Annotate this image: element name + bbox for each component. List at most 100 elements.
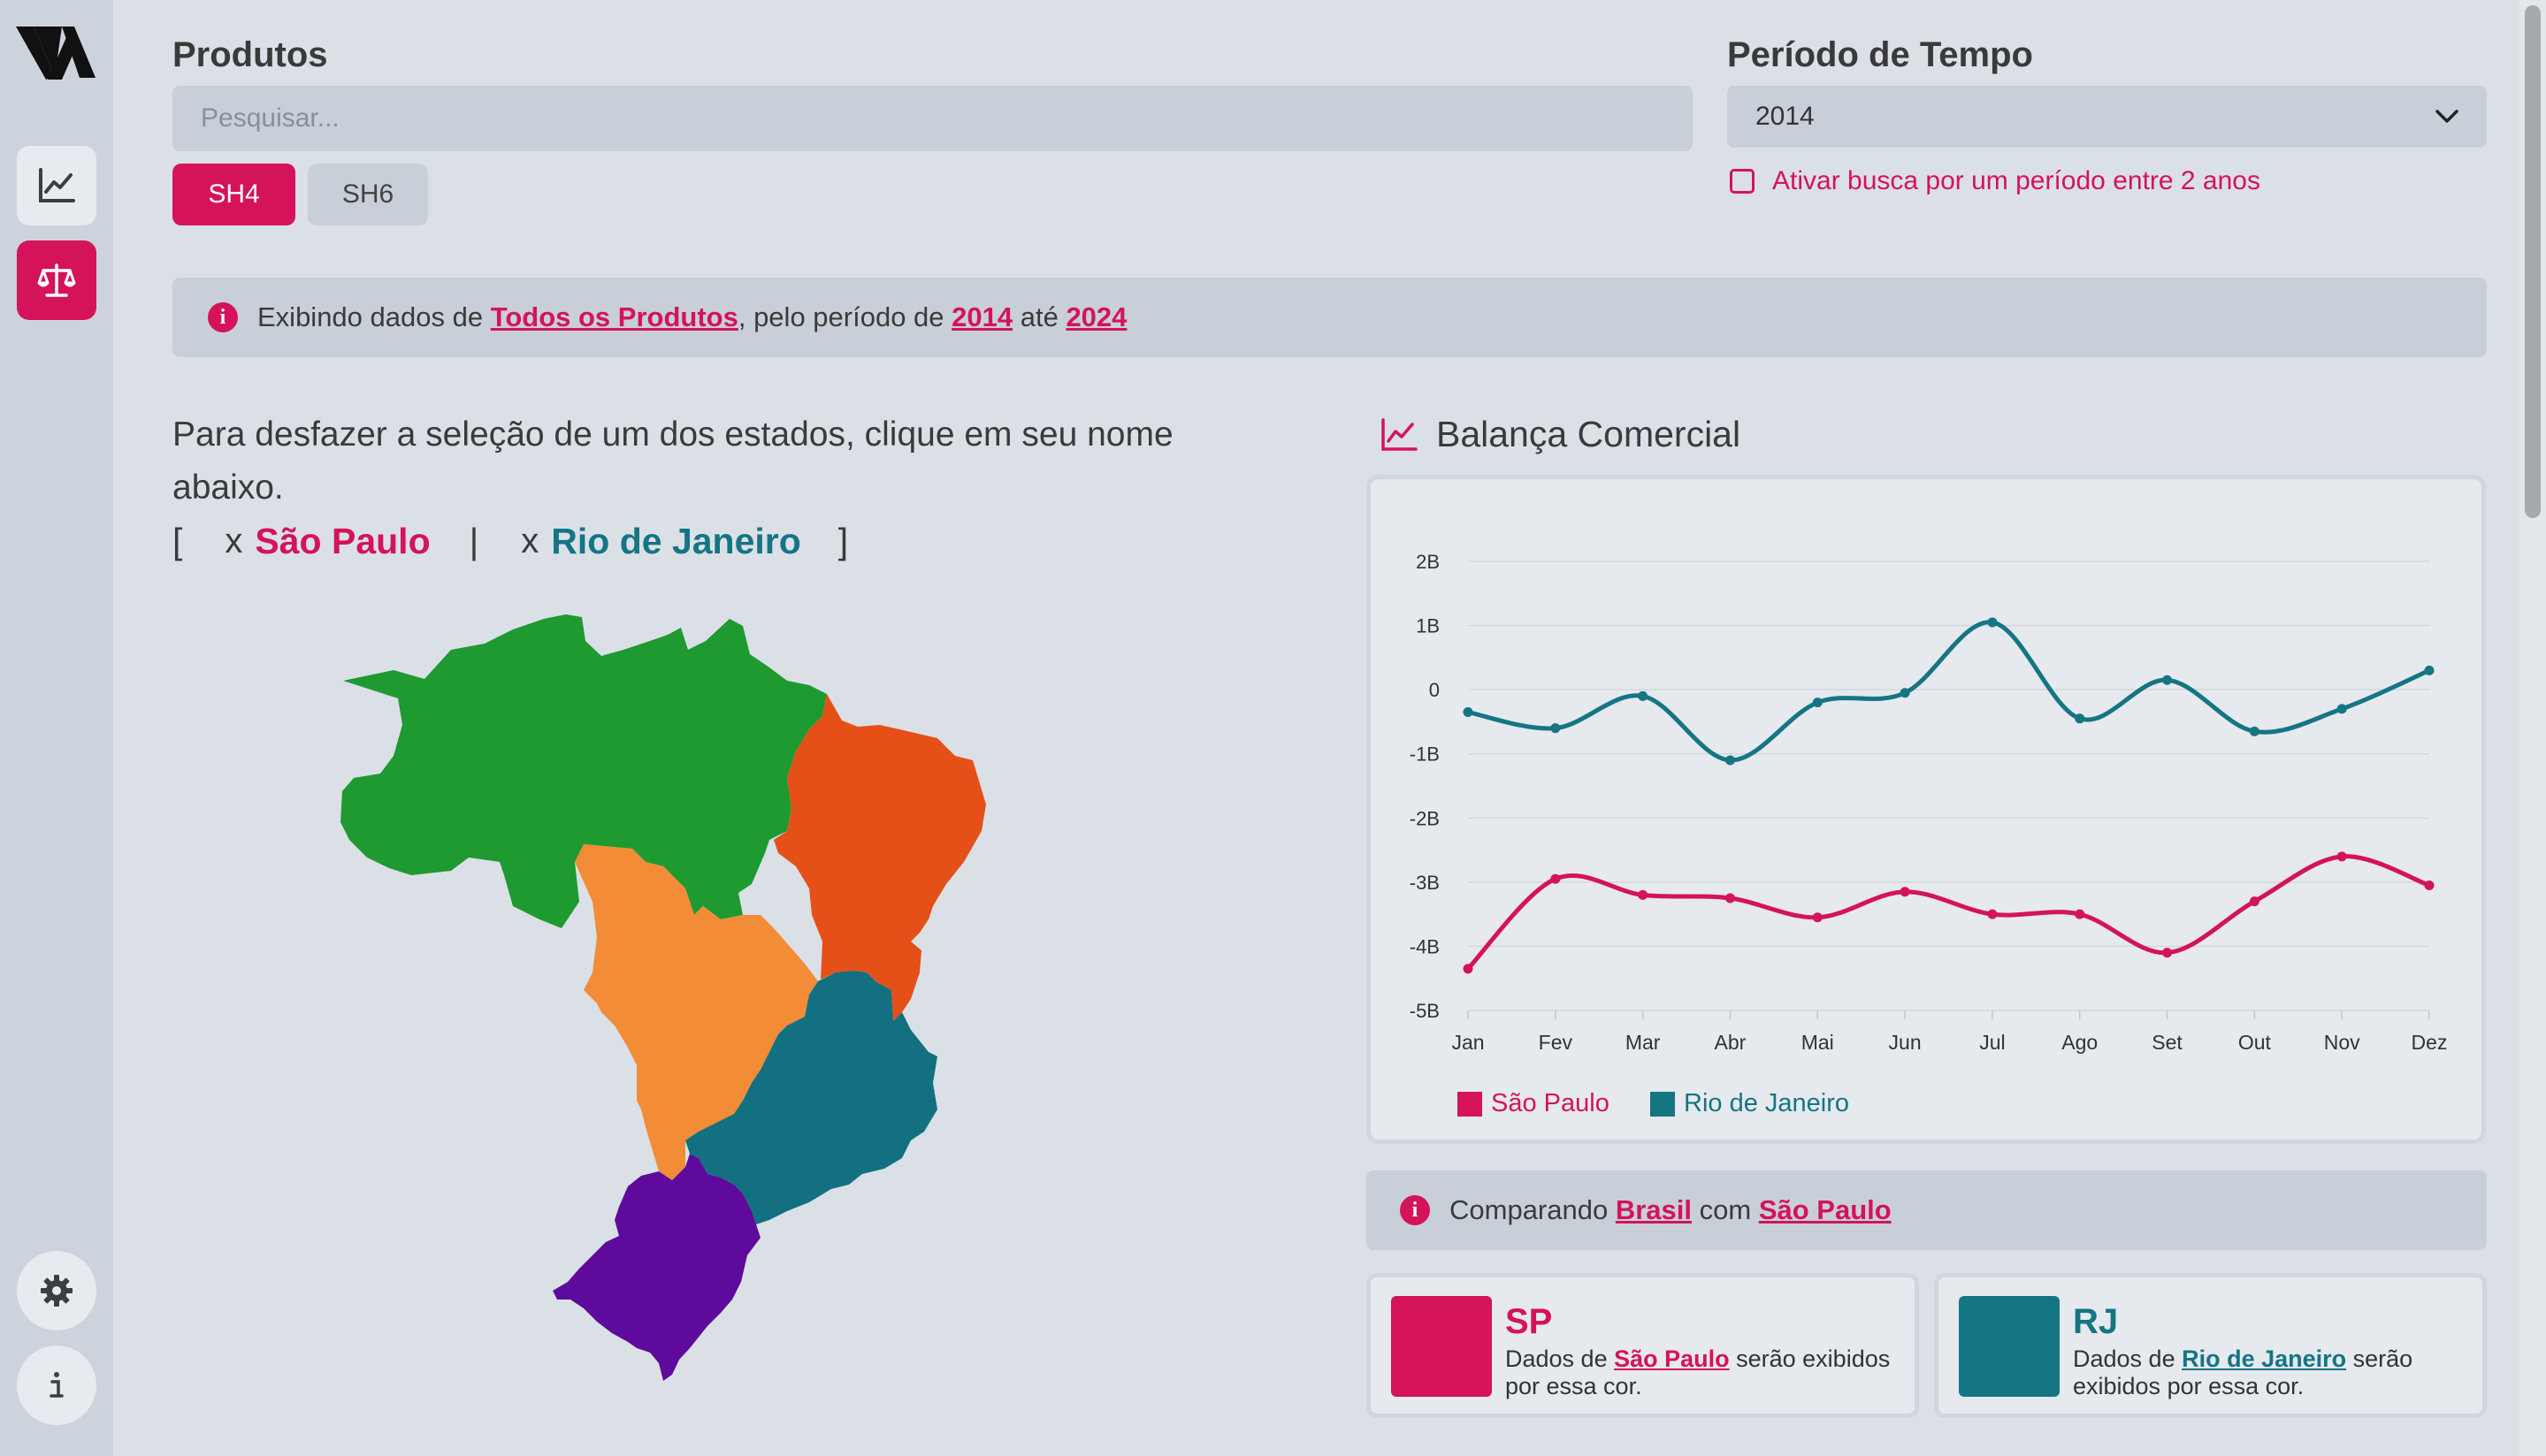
color-card-desc: Dados de Rio de Janeiro serão exibidos p… — [2073, 1345, 2480, 1400]
info-circle-icon: i — [208, 302, 238, 332]
sidebar-item-charts[interactable] — [17, 146, 96, 225]
info-start-year-link[interactable]: 2014 — [952, 301, 1013, 332]
y-tick-label: 0 — [1429, 679, 1440, 701]
compare-base-link[interactable]: Brasil — [1615, 1194, 1693, 1225]
remove-sp-icon[interactable]: x — [225, 521, 243, 560]
data-point — [2075, 713, 2085, 724]
tab-sh6[interactable]: SH6 — [308, 164, 428, 225]
map-region-sudeste[interactable] — [685, 971, 937, 1224]
settings-button[interactable] — [17, 1251, 96, 1330]
data-point — [2249, 896, 2259, 907]
data-point — [2336, 851, 2347, 862]
data-point — [1463, 964, 1473, 974]
brazil-map[interactable] — [327, 601, 1141, 1388]
legend-item-rj[interactable]: Rio de Janeiro — [1650, 1089, 1849, 1118]
color-swatch-sp — [1391, 1296, 1492, 1397]
data-point — [1550, 873, 1561, 884]
x-tick-label: Abr — [1715, 1031, 1747, 1054]
state-separator: | — [469, 520, 479, 561]
chart-title-text: Balança Comercial — [1436, 414, 1741, 454]
scale-icon — [37, 263, 76, 297]
close-bracket: ] — [837, 520, 849, 561]
y-tick-label: -5B — [1410, 1000, 1440, 1022]
product-search-input[interactable] — [172, 86, 1693, 151]
selected-states: [ x São Paulo | x Rio de Janeiro ] — [172, 515, 848, 568]
series-line-0 — [1466, 854, 2430, 971]
chart-panel-title: Balança Comercial — [1380, 414, 1740, 455]
trade-balance-chart[interactable]: 2B 1B 0 -1B -2B -3B -4B -5B Jan Fev Mar Abr Mai Jun Ju… — [1371, 479, 2481, 1140]
compare-middle: com — [1692, 1194, 1759, 1225]
range-toggle-label: Ativar busca por um período entre 2 anos — [1772, 166, 2260, 195]
info-prefix: Exibindo dados de — [257, 301, 491, 332]
sidebar-item-trade-balance[interactable] — [17, 240, 96, 320]
x-tick-label: Mai — [1801, 1031, 1834, 1054]
selected-state-rj[interactable]: Rio de Janeiro — [551, 520, 801, 561]
data-point — [1724, 893, 1735, 903]
color-swatch-rj — [1959, 1296, 2060, 1397]
map-region-centro-oeste[interactable] — [575, 844, 818, 1180]
desc-state-link[interactable]: Rio de Janeiro — [2182, 1345, 2347, 1372]
range-checkbox[interactable] — [1730, 169, 1755, 194]
period-select[interactable]: 2014 — [1727, 86, 2487, 148]
desc-prefix: Dados de — [1505, 1345, 1615, 1372]
data-point — [2424, 880, 2435, 890]
info-circle-icon: i — [1400, 1195, 1430, 1225]
legend-swatch-rj — [1650, 1091, 1675, 1117]
selected-state-sp[interactable]: São Paulo — [255, 520, 431, 561]
legend-swatch-sp — [1457, 1091, 1482, 1117]
info-end-year-link[interactable]: 2024 — [1066, 301, 1128, 332]
info-button[interactable] — [17, 1345, 96, 1425]
scrollbar-thumb[interactable] — [2525, 5, 2541, 518]
legend-item-sp[interactable]: São Paulo — [1457, 1089, 1609, 1118]
x-tick-label: Out — [2238, 1031, 2272, 1054]
series-line-1 — [1467, 620, 2431, 763]
y-tick-label: 1B — [1416, 615, 1440, 637]
data-point — [1463, 707, 1473, 718]
info-banner: i Exibindo dados de Todos os Produtos , … — [172, 278, 2487, 357]
compare-banner: i Comparando Brasil com São Paulo — [1366, 1170, 2487, 1250]
data-point — [1812, 698, 1823, 708]
selection-instruction: Para desfazer a seleção de um dos estado… — [172, 415, 1174, 507]
data-point — [2336, 704, 2347, 714]
open-bracket: [ — [172, 520, 183, 561]
x-tick-label: Nov — [2324, 1031, 2360, 1054]
desc-suffix: serão exibidos por essa cor. — [2073, 1345, 2420, 1399]
y-tick-label: 2B — [1416, 551, 1440, 573]
data-point — [1900, 688, 1910, 698]
data-point — [2249, 726, 2259, 736]
data-point — [1638, 690, 1648, 701]
remove-rj-icon[interactable]: x — [521, 521, 539, 560]
data-point — [1812, 912, 1823, 923]
info-middle: , pelo período de — [738, 301, 952, 332]
info-icon — [50, 1372, 64, 1398]
data-point — [1550, 723, 1561, 734]
desc-state-link[interactable]: São Paulo — [1614, 1345, 1730, 1372]
color-card-abbr: RJ — [2073, 1302, 2119, 1341]
y-tick-label: -4B — [1410, 935, 1440, 957]
info-between: até — [1013, 301, 1067, 332]
data-point — [2075, 909, 2085, 919]
legend-label-sp: São Paulo — [1491, 1089, 1609, 1117]
y-tick-label: -1B — [1410, 743, 1440, 766]
logo-mark[interactable] — [16, 25, 97, 81]
settings-icon — [41, 1275, 73, 1307]
map-region-sul[interactable] — [553, 1154, 761, 1381]
map-region-norte[interactable] — [340, 614, 827, 928]
x-tick-label: Ago — [2061, 1031, 2098, 1054]
data-point — [2162, 675, 2173, 685]
compare-target-link[interactable]: São Paulo — [1758, 1194, 1892, 1225]
legend-label-rj: Rio de Janeiro — [1684, 1089, 1849, 1117]
chevron-down-icon — [2435, 110, 2458, 123]
x-tick-label: Mar — [1625, 1031, 1661, 1054]
map-region-nordeste[interactable] — [774, 694, 986, 1021]
color-card-desc: Dados de São Paulo serão exibidos por es… — [1505, 1345, 1912, 1400]
tab-sh4[interactable]: SH4 — [172, 164, 295, 225]
x-tick-label: Set — [2152, 1031, 2183, 1054]
sidebar — [0, 0, 113, 1456]
color-card-rj: RJ Dados de Rio de Janeiro serão exibido… — [1934, 1273, 2487, 1418]
data-point — [2424, 665, 2435, 675]
page-scrollbar[interactable] — [2519, 0, 2546, 1456]
x-tick-label: Dez — [2412, 1031, 2448, 1054]
period-range-toggle[interactable]: Ativar busca por um período entre 2 anos — [1730, 166, 2260, 196]
info-products-link[interactable]: Todos os Produtos — [490, 301, 738, 332]
